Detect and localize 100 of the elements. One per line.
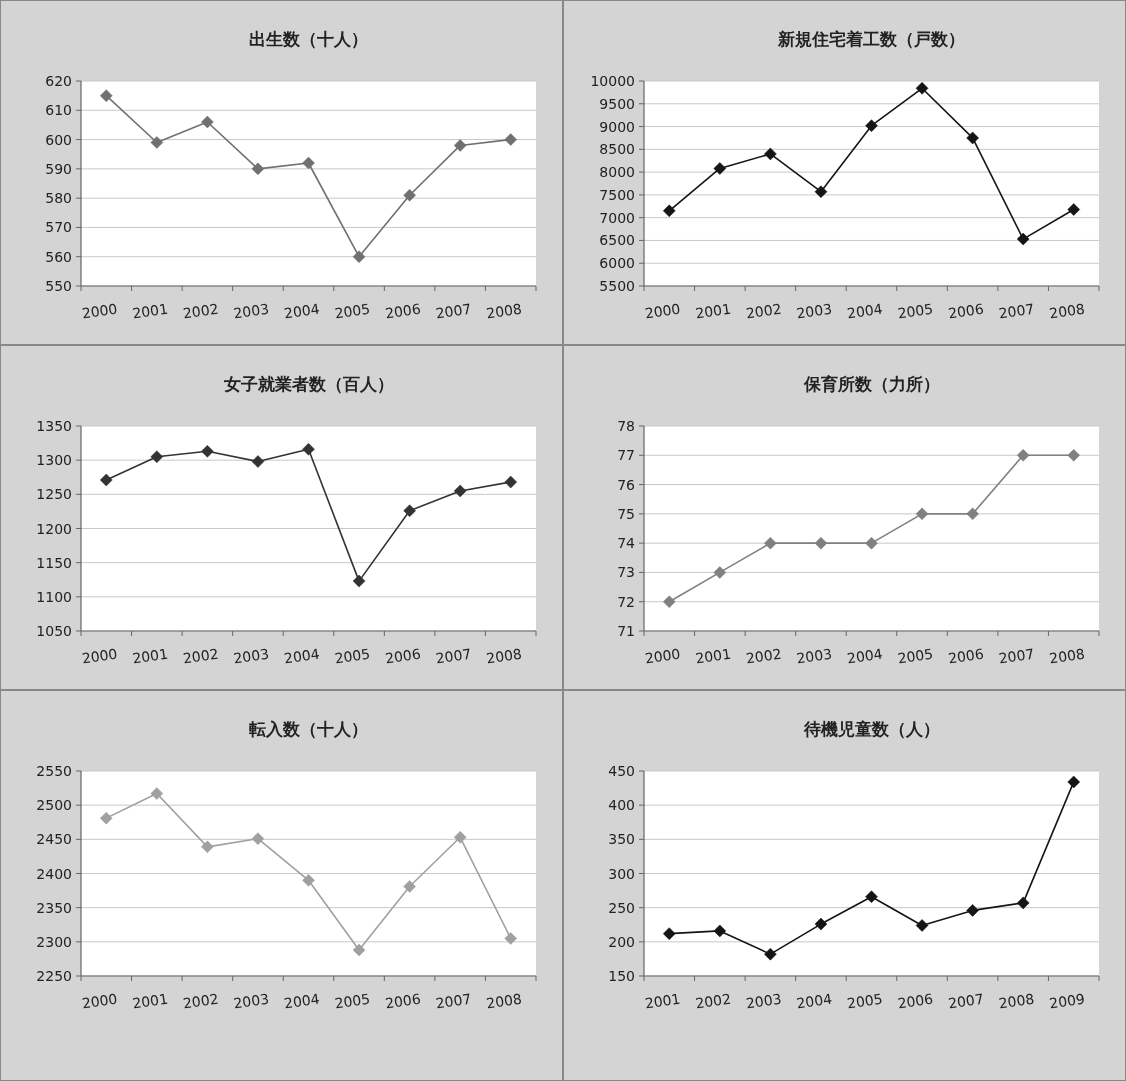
x-tick-label: 2000 <box>643 300 682 322</box>
chart-title: 女子就業者数（百人） <box>222 374 394 394</box>
point <box>764 536 777 550</box>
x-tick-label: 2003 <box>744 990 783 1012</box>
x-tick-label: 2000 <box>80 645 119 667</box>
x-tick-label: 2008 <box>485 990 523 1012</box>
point <box>764 147 777 161</box>
y-tick-label: 77 <box>617 447 635 464</box>
y-tick-label: 2500 <box>36 797 72 814</box>
y-tick-label: 590 <box>45 160 72 177</box>
point <box>663 595 676 608</box>
x-tick-label: 2006 <box>896 990 935 1012</box>
x-tick-label: 2003 <box>795 300 834 322</box>
x-tick-label: 2001 <box>643 990 682 1012</box>
point <box>865 890 878 903</box>
y-tick-label: 350 <box>608 831 635 848</box>
point <box>403 188 416 202</box>
x-tick-label: 2006 <box>384 645 422 667</box>
point <box>352 943 366 957</box>
point <box>504 932 517 945</box>
point <box>150 787 164 800</box>
point <box>1016 232 1030 246</box>
x-tick-label: 2008 <box>1048 645 1086 667</box>
point <box>1016 449 1030 462</box>
point <box>201 840 214 854</box>
y-tick-label: 1250 <box>36 486 72 503</box>
x-tick-label: 2005 <box>896 645 935 667</box>
y-tick-label: 300 <box>608 865 635 882</box>
y-tick-label: 620 <box>45 73 72 89</box>
point <box>915 919 929 932</box>
x-tick-label: 2000 <box>643 645 682 667</box>
y-tick-label: 580 <box>45 190 72 207</box>
x-tick-label: 2006 <box>384 990 422 1012</box>
point <box>302 874 315 887</box>
x-tick-label: 2004 <box>283 645 321 667</box>
point <box>966 131 979 145</box>
x-tick-label: 2007 <box>434 300 473 322</box>
x-tick-label: 2002 <box>181 300 220 322</box>
y-tick-label: 570 <box>45 219 72 236</box>
y-tick-label: 9000 <box>599 118 635 135</box>
y-tick-label: 1350 <box>36 418 72 434</box>
x-tick-label: 2007 <box>947 990 985 1012</box>
y-tick-label: 1100 <box>36 588 72 605</box>
y-tick-label: 400 <box>608 797 635 814</box>
x-tick-label: 2007 <box>434 645 473 667</box>
x-tick-label: 2008 <box>485 300 523 322</box>
point <box>764 947 777 961</box>
x-tick-label: 2002 <box>694 990 732 1012</box>
y-tick-label: 6000 <box>599 255 635 272</box>
y-tick-label: 250 <box>608 899 635 916</box>
x-tick-label: 2003 <box>232 990 271 1012</box>
x-tick-label: 2002 <box>181 990 220 1012</box>
y-tick-label: 6500 <box>599 232 635 249</box>
y-tick-label: 550 <box>45 278 72 294</box>
x-tick-label: 2002 <box>181 645 220 667</box>
y-tick-label: 150 <box>608 968 635 984</box>
point <box>663 204 676 218</box>
point <box>966 507 979 521</box>
point <box>504 133 517 146</box>
point <box>713 162 727 175</box>
point <box>814 536 828 550</box>
x-tick-label: 2004 <box>846 300 884 322</box>
x-tick-label: 2003 <box>232 645 271 667</box>
x-tick-label: 2007 <box>434 990 473 1012</box>
x-tick-label: 2001 <box>131 300 169 322</box>
point <box>1067 203 1080 216</box>
x-tick-label: 2008 <box>1048 300 1086 322</box>
x-tick-label: 2001 <box>131 990 169 1012</box>
y-tick-label: 600 <box>45 131 72 148</box>
y-tick-label: 8000 <box>599 164 635 181</box>
point <box>663 927 676 940</box>
y-tick-label: 610 <box>45 102 72 119</box>
y-tick-label: 1200 <box>36 520 72 537</box>
point <box>302 442 315 456</box>
y-tick-label: 10000 <box>590 73 635 89</box>
point <box>453 139 467 152</box>
point <box>1067 449 1080 462</box>
x-tick-label: 2004 <box>795 990 834 1012</box>
y-tick-label: 200 <box>608 933 635 950</box>
x-tick-label: 2004 <box>283 300 321 322</box>
point <box>865 119 878 132</box>
y-tick-label: 1050 <box>36 623 72 639</box>
point <box>100 811 113 825</box>
y-tick-label: 1150 <box>36 554 72 571</box>
x-tick-label: 2002 <box>744 300 783 322</box>
y-tick-label: 450 <box>608 763 635 779</box>
x-tick-label: 2008 <box>485 645 523 667</box>
y-tick-label: 74 <box>617 535 636 552</box>
y-tick-label: 72 <box>617 593 635 610</box>
x-tick-label: 2006 <box>947 645 985 667</box>
chart-title: 新規住宅着工数（戸数） <box>777 29 965 49</box>
y-tick-label: 560 <box>45 248 72 265</box>
point <box>814 185 828 198</box>
point <box>504 475 517 489</box>
point <box>1067 775 1080 789</box>
x-tick-label: 2008 <box>997 990 1036 1012</box>
x-tick-label: 2005 <box>333 990 372 1012</box>
point <box>453 831 467 844</box>
chart-title: 出生数（十人） <box>249 29 368 49</box>
x-tick-label: 2005 <box>896 300 935 322</box>
